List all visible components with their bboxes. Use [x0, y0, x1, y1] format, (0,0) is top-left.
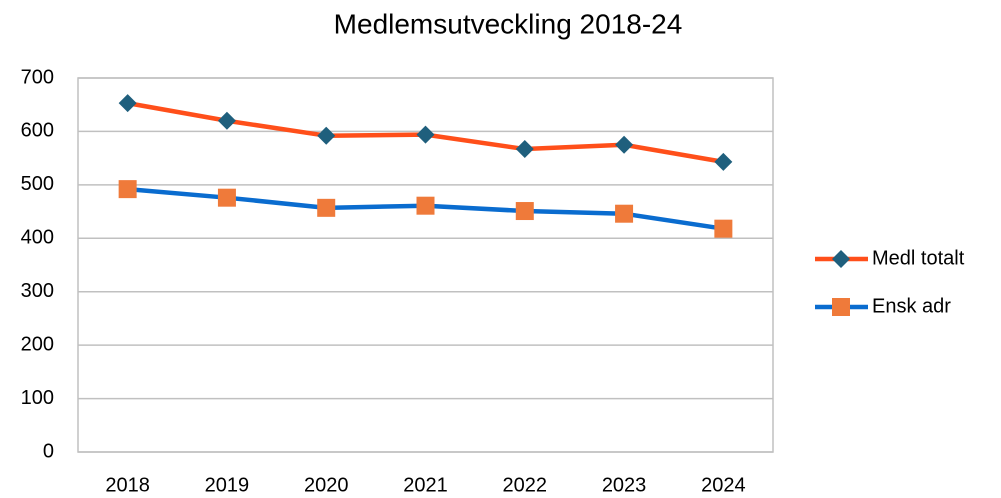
y-tick-label: 700 — [21, 66, 54, 88]
marker — [714, 219, 733, 238]
marker — [515, 140, 534, 159]
marker — [615, 135, 634, 154]
marker — [416, 196, 435, 215]
y-tick-label: 0 — [43, 440, 54, 462]
legend-label: Ensk adr — [872, 295, 951, 317]
plot-border — [77, 77, 774, 453]
x-tick-label: 2023 — [602, 474, 647, 496]
chart-title: Medlemsutveckling 2018-24 — [334, 8, 683, 39]
legend-label: Medl totalt — [872, 247, 965, 269]
y-tick-label: 500 — [21, 173, 54, 195]
marker — [118, 94, 137, 113]
marker — [714, 152, 733, 171]
x-tick-label: 2024 — [701, 474, 746, 496]
marker — [832, 298, 850, 316]
x-tick-label: 2018 — [105, 474, 150, 496]
x-tick-label: 2021 — [403, 474, 448, 496]
marker — [832, 250, 850, 268]
y-tick-label: 300 — [21, 280, 54, 302]
marker — [217, 188, 236, 207]
marker — [217, 111, 236, 130]
y-tick-label: 400 — [21, 227, 54, 249]
marker — [515, 202, 534, 221]
marker — [615, 204, 634, 223]
x-tick-label: 2019 — [205, 474, 250, 496]
marker — [317, 198, 336, 217]
marker — [118, 180, 137, 199]
x-tick-label: 2020 — [304, 474, 349, 496]
x-tick-label: 2022 — [503, 474, 548, 496]
marker — [416, 125, 435, 144]
y-tick-label: 600 — [21, 120, 54, 142]
marker — [317, 126, 336, 145]
y-tick-label: 200 — [21, 333, 54, 355]
y-tick-label: 100 — [21, 387, 54, 409]
